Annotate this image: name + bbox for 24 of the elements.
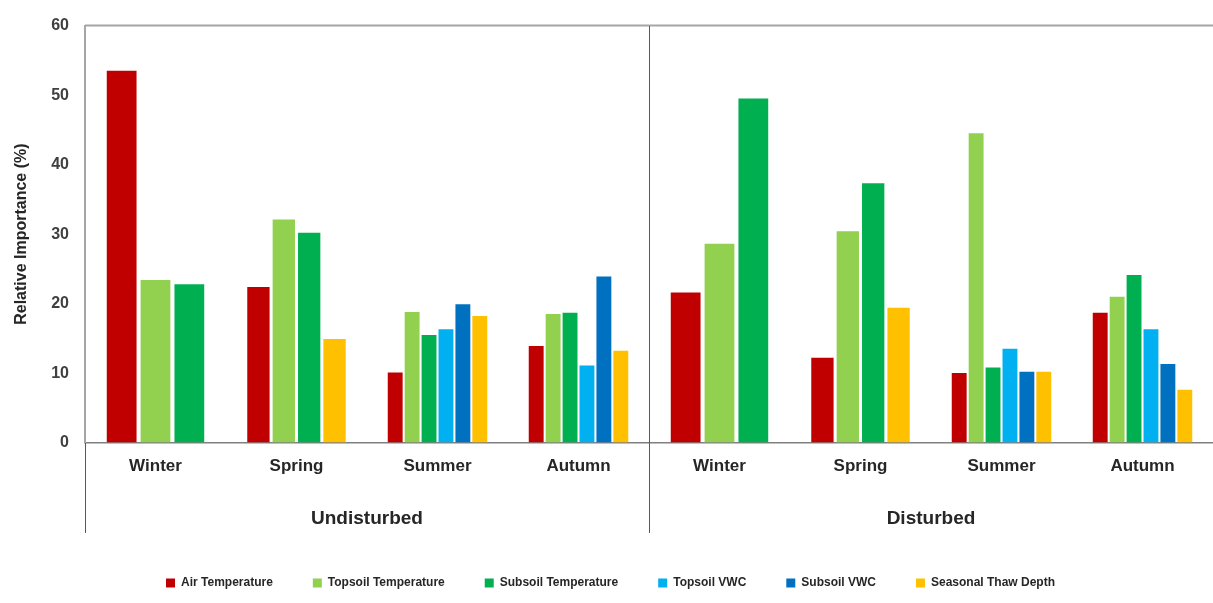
y-tick-label: 20	[51, 294, 70, 312]
x-tick-label: Autumn	[1110, 456, 1175, 476]
legend-label: Topsoil VWC	[673, 575, 747, 590]
legend-label: Subsoil Temperature	[499, 575, 619, 590]
x-tick-label: Autumn	[546, 456, 611, 476]
x-tick-label: Winter	[693, 456, 747, 476]
y-axis-title: Relative Importance (%)	[12, 143, 30, 325]
x-tick-label: Spring	[269, 456, 324, 476]
y-tick-label: 0	[60, 433, 70, 451]
text: Disturbed	[886, 507, 976, 529]
text: Undisturbed	[311, 507, 423, 529]
y-tick-label: 40	[51, 155, 70, 173]
x-tick-label: Spring	[833, 456, 888, 476]
y-tick-label: 30	[51, 224, 70, 242]
legend-label: Topsoil Temperature	[327, 575, 446, 590]
legend-label: Air Temperature	[181, 575, 274, 590]
legend-label: Seasonal Thaw Depth	[930, 575, 1055, 590]
y-tick-label: 10	[51, 363, 70, 381]
x-tick-label: Summer	[403, 456, 472, 476]
x-tick-label: Winter	[129, 456, 183, 476]
y-tick-label: 50	[51, 85, 70, 103]
legend-label: Subsoil VWC	[801, 575, 877, 590]
x-tick-label: Summer	[967, 456, 1036, 476]
y-tick-label: 60	[51, 16, 70, 34]
